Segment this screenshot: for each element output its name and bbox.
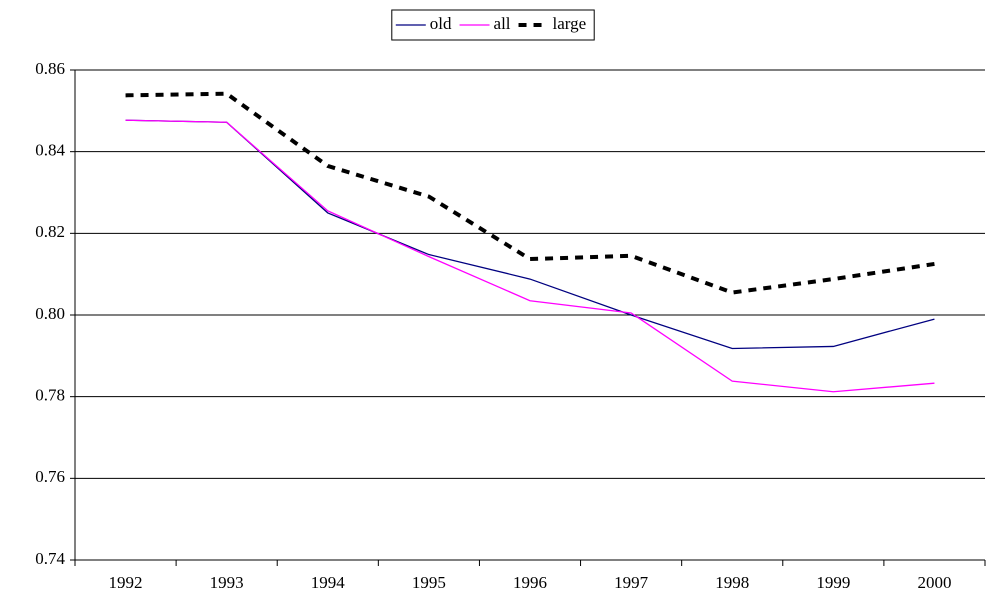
x-tick-label: 1999 [816, 573, 850, 592]
x-tick-label: 1996 [513, 573, 547, 592]
y-tick-label: 0.80 [35, 304, 65, 323]
x-tick-label: 1993 [210, 573, 244, 592]
x-tick-label: 1998 [715, 573, 749, 592]
x-tick-label: 1995 [412, 573, 446, 592]
x-tick-label: 2000 [917, 573, 951, 592]
series-line [125, 91, 935, 295]
y-tick-label: 0.84 [35, 141, 65, 160]
series-line [125, 119, 935, 393]
y-tick-label: 0.74 [35, 549, 65, 568]
x-tick-label: 1997 [614, 573, 649, 592]
x-tick-label: 1994 [311, 573, 346, 592]
y-tick-label: 0.82 [35, 222, 65, 241]
legend-label: large [553, 14, 587, 33]
y-tick-label: 0.78 [35, 386, 65, 405]
legend-label: old [430, 14, 452, 33]
x-tick-label: 1992 [109, 573, 143, 592]
legend-label: all [494, 14, 511, 33]
y-tick-label: 0.86 [35, 59, 65, 78]
y-tick-label: 0.76 [35, 467, 65, 486]
series-line [125, 119, 935, 350]
